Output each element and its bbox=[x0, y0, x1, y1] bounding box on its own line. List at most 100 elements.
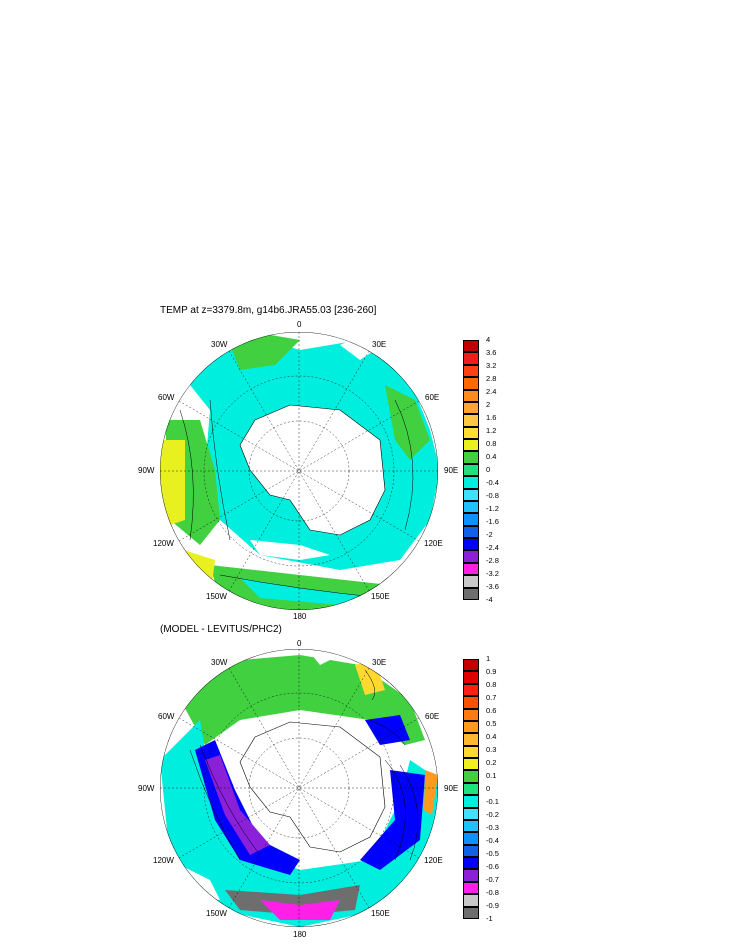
colorbar-swatch bbox=[463, 844, 479, 858]
colorbar-swatch bbox=[463, 659, 479, 672]
panel1-yellow-west bbox=[160, 440, 185, 525]
p1-lon-90e: 90E bbox=[444, 466, 459, 475]
p1-lon-60e: 60E bbox=[425, 393, 440, 402]
colorbar-swatch bbox=[463, 906, 479, 919]
colorbar-swatch bbox=[463, 770, 479, 783]
p2-lon-150w: 150W bbox=[206, 909, 227, 918]
colorbar-swatch bbox=[463, 476, 479, 489]
p1-lon-90w: 90W bbox=[138, 466, 155, 475]
panel2-magenta-south bbox=[260, 900, 340, 920]
p1-lon-150w: 150W bbox=[206, 592, 227, 601]
colorbar-swatch bbox=[463, 733, 479, 746]
panel2-orange-e bbox=[424, 770, 438, 815]
colorbar-label: -0.3 bbox=[486, 823, 499, 832]
colorbar-swatch bbox=[463, 758, 479, 771]
p2-lon-120e: 120E bbox=[424, 856, 443, 865]
colorbar-swatch bbox=[463, 463, 479, 477]
p1-lon-120w: 120W bbox=[153, 539, 174, 548]
colorbar-swatch bbox=[463, 340, 479, 353]
colorbar-swatch bbox=[463, 562, 479, 576]
colorbar-swatch bbox=[463, 550, 479, 563]
panel1-cyan-bottom bbox=[240, 578, 360, 605]
colorbar-swatch bbox=[463, 720, 479, 734]
colorbar-label: -0.6 bbox=[486, 862, 499, 871]
p2-lon-150e: 150E bbox=[371, 909, 390, 918]
colorbar-label: -3.6 bbox=[486, 582, 499, 591]
p1-lon-150e: 150E bbox=[371, 592, 390, 601]
panel1-green-topleft bbox=[230, 334, 300, 370]
p2-lon-60e: 60E bbox=[425, 712, 440, 721]
colorbar-label: 0.9 bbox=[486, 667, 497, 676]
colorbar-swatch bbox=[463, 389, 479, 402]
colorbar-swatch bbox=[463, 745, 479, 759]
panel1-antarctica bbox=[239, 404, 386, 536]
panel1-map bbox=[160, 332, 438, 610]
colorbar-label: 1.2 bbox=[486, 426, 497, 435]
colorbar-swatch bbox=[463, 575, 479, 588]
colorbar-swatch bbox=[463, 671, 479, 684]
colorbar-label: 0 bbox=[486, 465, 491, 474]
p2-lon-60w: 60W bbox=[158, 712, 175, 721]
colorbar-label: -2.4 bbox=[486, 543, 499, 552]
colorbar-swatch bbox=[463, 352, 479, 365]
colorbar-swatch bbox=[463, 696, 479, 709]
colorbar-label: 3.6 bbox=[486, 348, 497, 357]
colorbar-label: -0.7 bbox=[486, 875, 499, 884]
colorbar-swatch bbox=[463, 894, 479, 907]
p1-lon-0: 0 bbox=[297, 320, 302, 329]
p1-lon-180: 180 bbox=[293, 612, 307, 621]
colorbar-label: 2 bbox=[486, 400, 491, 409]
panel1-green-right bbox=[385, 385, 430, 460]
colorbar-label: 0.4 bbox=[486, 452, 497, 461]
p2-lon-90w: 90W bbox=[138, 784, 155, 793]
colorbar-swatch bbox=[463, 683, 479, 697]
p1-lon-30w: 30W bbox=[211, 340, 228, 349]
colorbar-label: 2.4 bbox=[486, 387, 497, 396]
colorbar-label: 2.8 bbox=[486, 374, 497, 383]
colorbar-swatch bbox=[463, 500, 479, 514]
colorbar-label: 4 bbox=[486, 335, 491, 344]
colorbar-label: 0.5 bbox=[486, 719, 497, 728]
colorbar-swatch bbox=[463, 807, 479, 820]
p1-lon-60w: 60W bbox=[158, 393, 175, 402]
colorbar-label: 0.6 bbox=[486, 706, 497, 715]
colorbar-label: -1.2 bbox=[486, 504, 499, 513]
colorbar-label: -1 bbox=[486, 914, 493, 923]
colorbar-label: -0.8 bbox=[486, 888, 499, 897]
colorbar-swatch bbox=[463, 414, 479, 427]
colorbar-swatch bbox=[463, 881, 479, 895]
p2-lon-30w: 30W bbox=[211, 658, 228, 667]
p2-lon-180: 180 bbox=[293, 930, 307, 939]
colorbar-swatch bbox=[463, 377, 479, 390]
panel2-blue-east bbox=[360, 770, 425, 870]
colorbar-swatch bbox=[463, 401, 479, 415]
p2-lon-90e: 90E bbox=[444, 784, 459, 793]
panel2-antarctica bbox=[239, 721, 386, 853]
p2-lon-0: 0 bbox=[297, 639, 302, 648]
colorbar-swatch bbox=[463, 857, 479, 870]
colorbar-swatch bbox=[463, 869, 479, 882]
colorbar-label: 3.2 bbox=[486, 361, 497, 370]
colorbar-label: -4 bbox=[486, 595, 493, 604]
colorbar-swatch bbox=[463, 364, 479, 378]
panel2-title: (MODEL - LEVITUS/PHC2) bbox=[160, 624, 282, 635]
colorbar-label: 0.1 bbox=[486, 771, 497, 780]
colorbar-label: 1 bbox=[486, 654, 491, 663]
colorbar-label: 0.2 bbox=[486, 758, 497, 767]
panel2-map bbox=[160, 649, 438, 927]
colorbar-label: -2.8 bbox=[486, 556, 499, 565]
colorbar-swatch bbox=[463, 819, 479, 833]
colorbar-label: 0.8 bbox=[486, 680, 497, 689]
colorbar-label: 1.6 bbox=[486, 413, 497, 422]
colorbar-label: -2 bbox=[486, 530, 493, 539]
colorbar-label: 0.3 bbox=[486, 745, 497, 754]
colorbar-swatch bbox=[463, 832, 479, 845]
colorbar-label: -1.6 bbox=[486, 517, 499, 526]
colorbar-swatch bbox=[463, 538, 479, 551]
panel2-colorbar bbox=[463, 659, 479, 919]
colorbar-label: -0.9 bbox=[486, 901, 499, 910]
colorbar-label: -0.2 bbox=[486, 810, 499, 819]
panel1-colorbar bbox=[463, 340, 479, 600]
colorbar-label: -0.1 bbox=[486, 797, 499, 806]
